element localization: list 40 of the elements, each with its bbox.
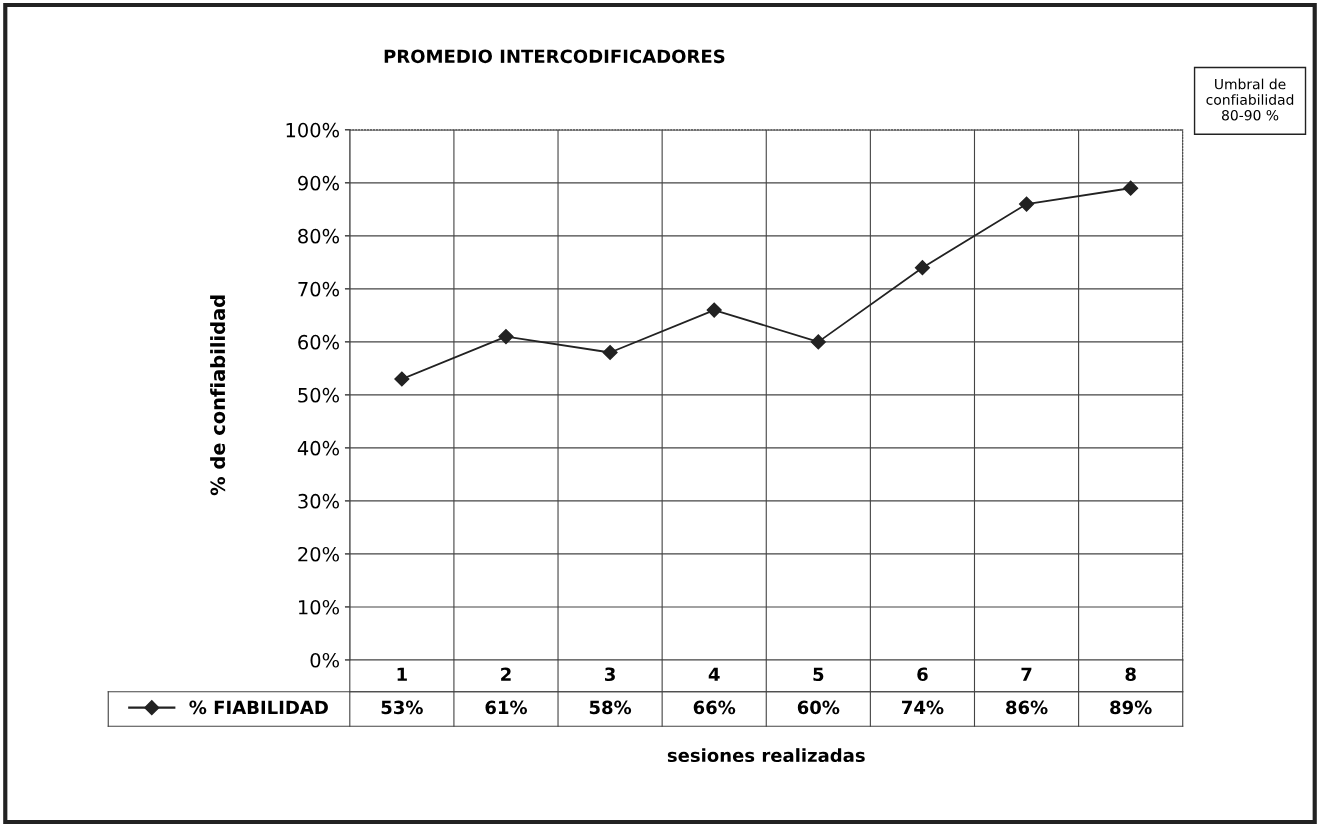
y-tick-label: 0% (310, 652, 339, 668)
point (914, 260, 931, 276)
y-axis-title: % de confiabilidad (210, 295, 226, 496)
x-tick-label: 5 (813, 667, 824, 682)
y-tick-label: 40% (297, 440, 339, 456)
point (498, 329, 514, 345)
point (602, 344, 618, 361)
text: Umbral de confiabilidad 80-90 % (1206, 78, 1294, 121)
point (706, 302, 722, 318)
x-tick-label: 8 (1125, 667, 1136, 682)
point (1123, 180, 1139, 196)
data-label: 60% (797, 700, 840, 715)
data-label: 89% (1110, 700, 1152, 715)
point (810, 334, 826, 350)
x-tick-label: 1 (397, 667, 407, 681)
legend-label: % FIABILIDAD (189, 700, 328, 715)
data-label: 61% (485, 700, 528, 715)
y-tick-label: 50% (298, 387, 339, 403)
x-axis-title: sesiones realizadas (667, 748, 865, 763)
y-tick-label: 30% (298, 493, 339, 509)
point (1018, 196, 1035, 212)
y-tick-label: 10% (299, 599, 339, 615)
x-tick-label: 2 (501, 667, 511, 681)
y-tick-label: 20% (298, 546, 339, 562)
point (394, 371, 410, 387)
data-label: 86% (1006, 700, 1048, 715)
x-tick-label: 7 (1021, 667, 1032, 681)
x-tick-label: 4 (708, 667, 720, 681)
data-label: 58% (589, 700, 632, 715)
y-tick-label: 90% (298, 175, 339, 191)
y-tick-label: 70% (298, 281, 339, 297)
data-label: 66% (693, 700, 736, 715)
y-tick-label: 60% (298, 334, 339, 350)
data-label: 74% (902, 700, 944, 715)
y-tick-label: 80% (298, 228, 339, 244)
x-tick-label: 6 (917, 667, 928, 682)
data-label: 53% (381, 700, 423, 715)
y-tick-label: 100% (286, 122, 339, 138)
chart-title: PROMEDIO INTERCODIFICADORES (384, 49, 725, 64)
x-tick-label: 3 (605, 667, 615, 682)
